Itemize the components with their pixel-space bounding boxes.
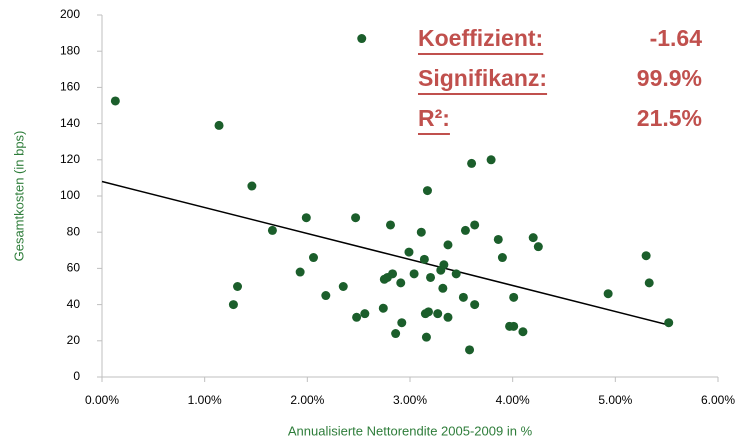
point: [451, 269, 461, 279]
annotation-label: Signifikanz:: [418, 65, 547, 91]
x-tick-label: 1.00%: [188, 393, 222, 407]
point: [426, 272, 436, 282]
point: [443, 240, 453, 250]
point: [422, 186, 432, 196]
trendline: [101, 180, 667, 326]
y-tick-label: 120: [60, 152, 80, 166]
point: [409, 269, 419, 279]
x-tick-label: 3.00%: [393, 393, 427, 407]
point: [228, 300, 238, 310]
y-tick-label: 20: [67, 333, 81, 347]
y-tick-label: 0: [73, 369, 80, 383]
point: [528, 233, 538, 243]
point: [357, 34, 367, 44]
point: [351, 213, 361, 223]
point: [644, 278, 654, 288]
point: [321, 291, 331, 301]
x-tick-label: 2.00%: [290, 393, 324, 407]
point: [518, 327, 528, 337]
x-axis-title: Annualisierte Nettorendite 2005-2009 in …: [288, 423, 533, 438]
point: [233, 282, 243, 291]
point: [509, 321, 519, 331]
x-tick-label: 5.00%: [598, 393, 632, 407]
point: [378, 303, 388, 313]
point: [470, 300, 480, 310]
point: [360, 309, 370, 319]
point: [391, 329, 401, 339]
y-tick-label: 60: [67, 261, 81, 275]
point: [419, 254, 429, 264]
point: [396, 278, 406, 288]
point: [388, 269, 398, 279]
point: [397, 318, 407, 328]
point: [308, 253, 318, 263]
point: [301, 213, 311, 223]
y-tick-label: 180: [60, 43, 80, 57]
point: [385, 220, 395, 230]
annotation-value: -1.64: [650, 25, 703, 51]
point: [338, 282, 348, 291]
point: [533, 242, 543, 252]
point: [421, 332, 431, 342]
point: [295, 267, 305, 277]
x-tick-label: 0.00%: [85, 393, 119, 407]
point: [247, 181, 257, 191]
point: [439, 260, 449, 270]
point: [352, 312, 362, 322]
x-tick-label: 4.00%: [496, 393, 530, 407]
point: [664, 318, 674, 328]
point: [438, 283, 448, 293]
y-tick-label: 160: [60, 80, 80, 94]
point: [465, 345, 475, 355]
y-tick-label: 200: [60, 7, 80, 21]
point: [423, 307, 433, 317]
point: [641, 251, 651, 261]
annotation-label: Koeffizient:: [418, 25, 543, 51]
point: [460, 225, 470, 235]
point: [509, 292, 519, 302]
point: [497, 253, 507, 263]
point: [470, 220, 480, 230]
point: [467, 158, 477, 168]
y-tick-label: 40: [67, 297, 81, 311]
point: [603, 289, 613, 299]
y-tick-label: 100: [60, 188, 80, 202]
annotation-label: R²:: [418, 105, 450, 131]
point: [443, 312, 453, 322]
point: [416, 227, 426, 237]
point: [267, 225, 277, 235]
point: [458, 292, 468, 302]
x-tick-label: 6.00%: [701, 393, 735, 407]
point: [214, 120, 224, 130]
annotation-value: 99.9%: [637, 65, 702, 91]
point: [404, 247, 414, 257]
y-tick-label: 80: [67, 224, 81, 238]
y-axis-title: Gesamtkosten (in bps): [11, 131, 26, 262]
y-tick-label: 140: [60, 116, 80, 130]
annotation-value: 21.5%: [637, 105, 702, 131]
point: [486, 155, 496, 165]
point: [433, 309, 443, 319]
point: [110, 96, 120, 106]
point: [493, 234, 503, 244]
